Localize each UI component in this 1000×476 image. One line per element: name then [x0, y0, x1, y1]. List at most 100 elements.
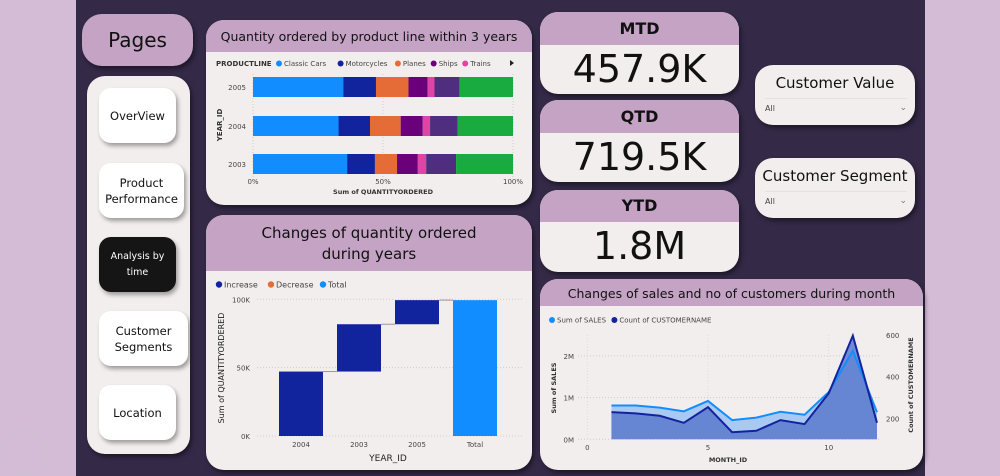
bar-segment	[370, 116, 401, 136]
bar-segment	[253, 77, 344, 97]
x-tick-label: 2005	[408, 441, 426, 449]
x-tick-label: Total	[466, 441, 483, 449]
kpi-value: 1.8M	[592, 224, 687, 268]
x-tick-label: 0	[585, 444, 589, 452]
customers-area	[611, 335, 877, 440]
x-tick-label: 0%	[247, 178, 258, 186]
kpi-card-qtd: QTD 719.5K	[540, 100, 739, 182]
dropdown-value: All	[765, 103, 775, 113]
y2-tick-label: 200	[886, 415, 899, 423]
legend-marker	[430, 60, 437, 67]
bar-segment	[459, 77, 513, 97]
legend-marker	[267, 281, 275, 288]
y2-tick-label: 400	[886, 374, 899, 382]
x-tick-label: 50%	[375, 178, 391, 186]
kpi-card-mtd: MTD 457.9K	[540, 12, 739, 94]
kpi-card-ytd: YTD 1.8M	[540, 190, 739, 272]
watermark-logo	[3, 430, 49, 476]
x-tick-label: 2003	[350, 441, 368, 449]
waterfall-bar	[337, 324, 381, 372]
legend-label: Ships	[439, 60, 458, 68]
pages-header: Pages	[82, 14, 193, 66]
legend-marker	[549, 317, 555, 323]
y-tick-label: 1M	[564, 395, 575, 403]
bar-segment	[375, 77, 409, 97]
right-background	[925, 0, 1000, 476]
bar-segment	[430, 116, 458, 136]
bar-segment	[417, 154, 427, 174]
nav-overview-button[interactable]: OverView	[99, 88, 176, 143]
customer-value-dropdown[interactable]: All ⌄	[765, 98, 907, 117]
customers-line	[611, 332, 878, 434]
customer-value-slicer: Customer Value All ⌄	[755, 65, 915, 125]
chart-title: Changes of sales and no of customers dur…	[540, 279, 923, 306]
kpi-label: MTD	[540, 12, 739, 45]
y-tick-label: 100K	[232, 296, 250, 304]
bar-segment	[408, 77, 428, 97]
kpi-value: 719.5K	[572, 135, 707, 179]
y-axis-title: YEAR_ID	[216, 109, 224, 143]
y-tick-label: 2004	[228, 123, 246, 131]
y-tick-label: 2005	[228, 84, 246, 92]
nav-analysis-by-time-button[interactable]: Analysis by time	[99, 237, 176, 292]
nav-product-performance-button[interactable]: Product Performance	[99, 163, 184, 218]
bar-segment	[374, 154, 398, 174]
legend-label: Trains	[469, 60, 491, 68]
bar-segment	[397, 154, 418, 174]
legend-label: Sum of SALES	[557, 317, 607, 325]
x-axis-title: YEAR_ID	[368, 454, 407, 464]
page-navigation: OverView Product Performance Analysis by…	[87, 76, 190, 454]
waterfall-bar	[395, 300, 439, 325]
legend-label: Count of CUSTOMERNAME	[619, 317, 711, 325]
product-line-chart-panel: Quantity ordered by product line within …	[206, 20, 532, 205]
chart-title: Changes of quantity ordered during years	[206, 215, 532, 271]
legend-title: PRODUCTLINE	[216, 60, 272, 68]
kpi-label: YTD	[540, 190, 739, 222]
bar-segment	[427, 77, 435, 97]
legend-marker	[215, 281, 223, 288]
x-axis-title: Sum of QUANTITYORDERED	[333, 188, 434, 196]
legend-label: Decrease	[276, 281, 314, 290]
legend-marker	[394, 60, 401, 67]
bar-segment	[400, 116, 423, 136]
customer-segment-dropdown[interactable]: All ⌄	[765, 191, 907, 210]
dropdown-value: All	[765, 196, 775, 206]
legend-label: Increase	[224, 281, 258, 290]
legend-marker	[462, 60, 469, 67]
x-axis-title: MONTH_ID	[709, 456, 748, 464]
legend-label: Classic Cars	[284, 60, 326, 68]
chart-title: Quantity ordered by product line within …	[206, 20, 532, 52]
bar-segment	[253, 154, 348, 174]
legend-label: Planes	[403, 60, 426, 68]
y-tick-label: 50K	[237, 365, 251, 373]
legend-label: Total	[327, 281, 347, 290]
waterfall-bar	[279, 371, 323, 436]
kpi-label: QTD	[540, 100, 739, 133]
nav-customer-segments-button[interactable]: Customer Segments	[99, 311, 188, 366]
y2-tick-label: 600	[886, 332, 899, 340]
kpi-value: 457.9K	[572, 47, 707, 91]
y-axis-title: Sum of SALES	[550, 362, 558, 413]
chevron-down-icon: ⌄	[899, 103, 907, 113]
y2-axis-title: Count of CUSTOMERNAME	[907, 337, 915, 432]
legend-label: Motorcycles	[346, 60, 388, 68]
legend-marker	[337, 60, 344, 67]
bar-segment	[253, 116, 339, 136]
nav-location-button[interactable]: Location	[99, 385, 176, 440]
x-tick-label: 2004	[292, 441, 310, 449]
bar-segment	[457, 116, 513, 136]
legend-marker	[611, 317, 618, 323]
legend-marker	[319, 281, 327, 288]
bar-segment	[338, 116, 370, 136]
y-tick-label: 0M	[564, 436, 575, 444]
waterfall-bar	[453, 300, 497, 436]
slicer-title: Customer Value	[775, 74, 895, 92]
chevron-down-icon: ⌄	[899, 196, 907, 206]
bar-segment	[456, 154, 513, 174]
y-tick-label: 2M	[564, 353, 575, 361]
bar-segment	[343, 77, 376, 97]
bar-segment	[434, 77, 460, 97]
bar-segment	[347, 154, 375, 174]
legend-marker	[276, 60, 282, 67]
